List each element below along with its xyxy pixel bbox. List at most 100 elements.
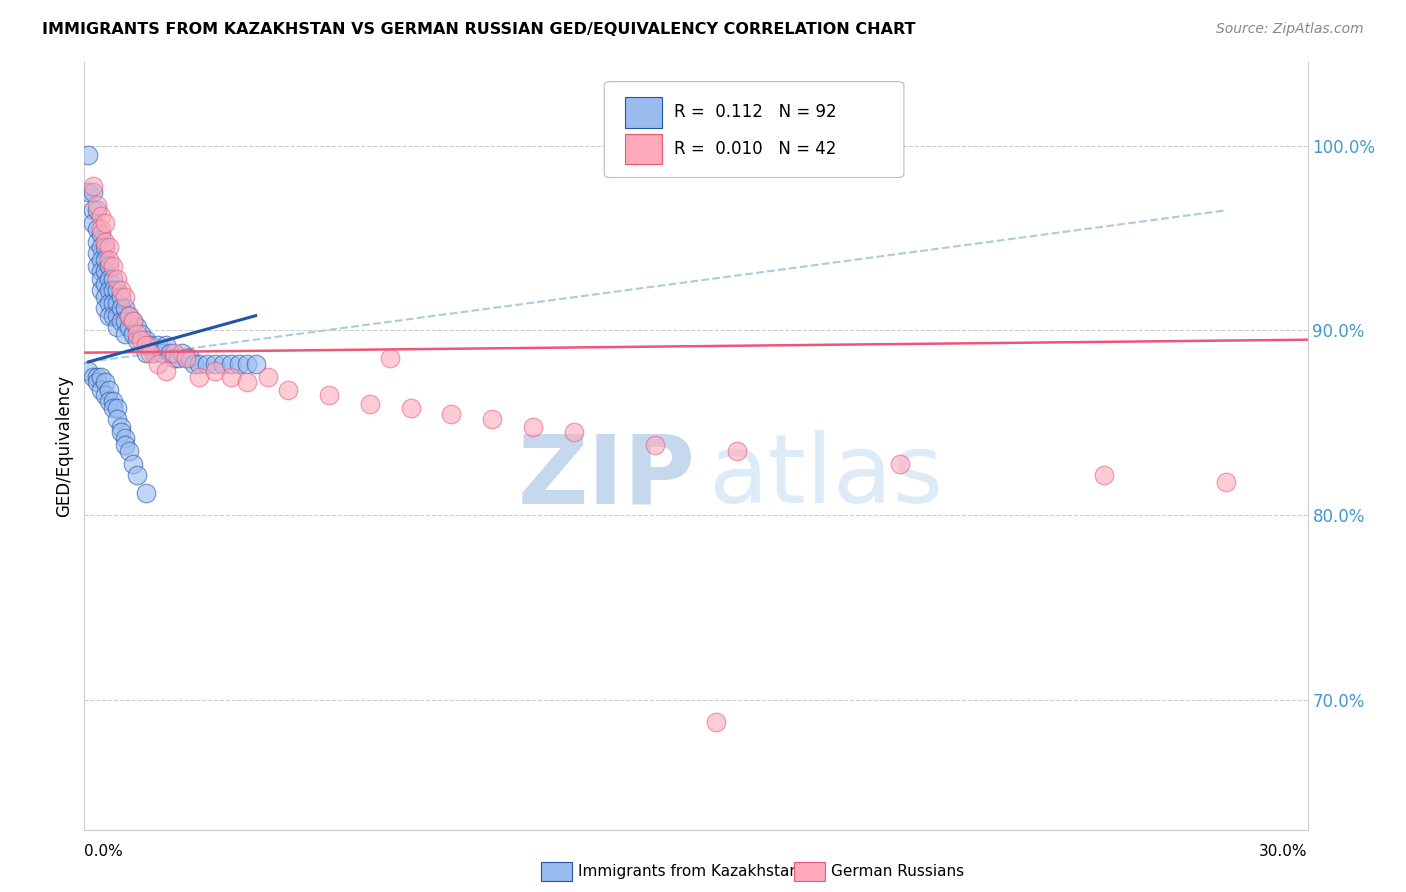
Point (86, 369, 108, 384)
Point (135, 486, 157, 500)
Point (90, 240, 112, 254)
Point (82, 203, 104, 218)
Text: 30.0%: 30.0% (1260, 845, 1308, 859)
Point (97, 259, 120, 273)
Point (118, 443, 141, 458)
Point (118, 309, 141, 323)
Point (122, 314, 145, 328)
Point (159, 345, 181, 359)
Point (155, 338, 177, 352)
Point (127, 327, 149, 342)
Point (135, 333, 157, 347)
Point (93, 264, 115, 278)
Point (105, 412, 128, 426)
Point (440, 407, 463, 421)
Point (86, 376, 108, 390)
Point (97, 240, 120, 254)
Point (195, 357, 218, 371)
Point (110, 419, 132, 434)
Text: R =  0.112   N = 92: R = 0.112 N = 92 (673, 103, 837, 121)
Point (481, 412, 503, 426)
Point (97, 295, 120, 310)
Point (86, 203, 108, 218)
Point (101, 259, 124, 273)
Point (105, 319, 128, 334)
Point (110, 283, 132, 297)
Point (167, 351, 190, 366)
Point (187, 369, 209, 384)
Point (114, 327, 136, 342)
Point (889, 457, 911, 471)
Point (135, 345, 157, 359)
Point (110, 290, 132, 304)
Point (174, 351, 197, 366)
Point (114, 438, 136, 452)
Point (204, 364, 226, 378)
Point (725, 443, 748, 458)
Point (122, 457, 145, 471)
Point (644, 438, 666, 452)
Point (101, 271, 124, 285)
Point (105, 295, 128, 310)
Point (77, 185, 100, 199)
Point (204, 357, 226, 371)
Point (114, 314, 136, 328)
Point (90, 283, 112, 297)
Point (142, 345, 165, 359)
Point (82, 216, 104, 230)
Point (131, 327, 153, 342)
FancyBboxPatch shape (626, 134, 662, 164)
Point (277, 383, 299, 397)
Text: IMMIGRANTS FROM KAZAKHSTAN VS GERMAN RUSSIAN GED/EQUIVALENCY CORRELATION CHART: IMMIGRANTS FROM KAZAKHSTAN VS GERMAN RUS… (42, 22, 915, 37)
Text: atlas: atlas (709, 430, 943, 524)
Point (93, 301, 115, 316)
Text: R =  0.010   N = 42: R = 0.010 N = 42 (673, 140, 837, 158)
Point (1215, 475, 1237, 489)
Point (127, 467, 149, 482)
Point (90, 209, 112, 223)
Point (155, 364, 177, 378)
Point (138, 345, 160, 359)
Point (82, 369, 104, 384)
Point (93, 376, 115, 390)
Point (90, 222, 112, 236)
Text: Immigrants from Kazakhstan: Immigrants from Kazakhstan (578, 864, 799, 879)
Point (236, 357, 259, 371)
FancyBboxPatch shape (605, 81, 904, 178)
Point (90, 271, 112, 285)
Point (179, 351, 201, 366)
Point (114, 290, 136, 304)
Point (93, 240, 115, 254)
Point (163, 345, 186, 359)
Point (522, 419, 544, 434)
Point (86, 259, 108, 273)
Point (114, 431, 136, 445)
Point (82, 185, 104, 199)
Point (118, 319, 141, 334)
Point (110, 301, 132, 316)
Point (146, 338, 169, 352)
Point (105, 283, 128, 297)
Point (90, 369, 112, 384)
Point (86, 235, 108, 249)
Text: Source: ZipAtlas.com: Source: ZipAtlas.com (1216, 22, 1364, 37)
Point (93, 253, 115, 268)
Point (97, 383, 120, 397)
Point (101, 393, 124, 408)
Point (110, 425, 132, 439)
Point (105, 309, 128, 323)
Point (105, 401, 128, 416)
Point (118, 309, 141, 323)
Point (399, 401, 422, 416)
Point (97, 283, 120, 297)
Y-axis label: GED/Equivalency: GED/Equivalency (55, 375, 73, 517)
Point (93, 235, 115, 249)
Point (127, 319, 149, 334)
Point (146, 357, 169, 371)
Point (562, 425, 585, 439)
Point (97, 271, 120, 285)
Point (122, 314, 145, 328)
Point (97, 253, 120, 268)
Point (1092, 467, 1115, 482)
Point (90, 264, 112, 278)
